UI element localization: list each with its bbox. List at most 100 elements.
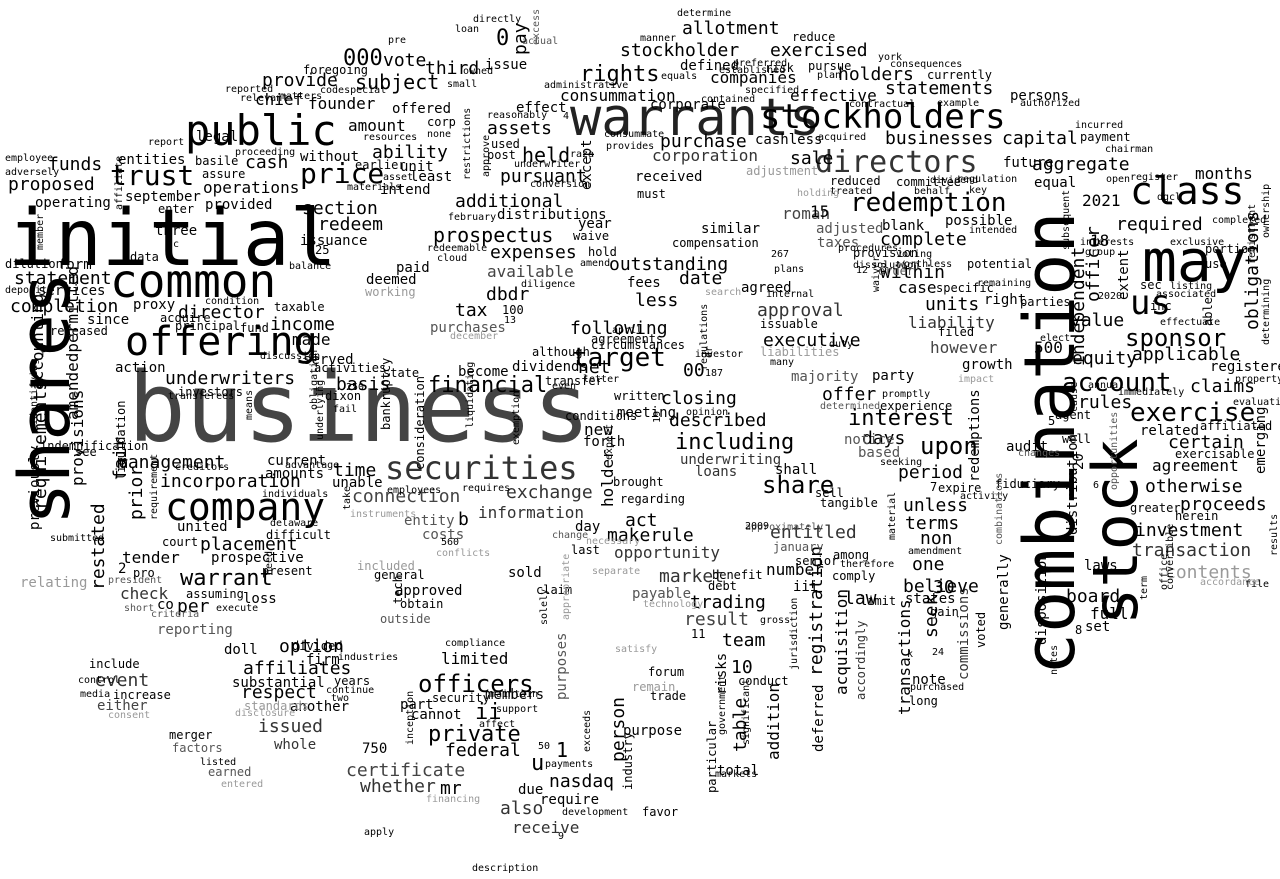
word-section: section [302,198,378,219]
word-defined: defined [680,58,740,74]
word-19: 19 [652,410,663,423]
word-team: team [722,630,766,651]
word-received: received [635,169,703,185]
word-brought: brought [613,475,664,489]
word-pro: pro [133,566,155,580]
word-industries: industries [338,652,399,663]
word-investor: investor [695,349,744,360]
word-february: february [448,212,497,223]
word-hold: hold [588,245,617,259]
word-required: required [1116,214,1203,235]
word-one: one [912,554,945,575]
word-merger: merger [169,728,213,742]
word-see: see [75,445,97,459]
word-balance: balance [289,261,332,272]
word-sell: sell [815,486,844,500]
word-terms: terms [905,513,960,534]
word-compensation: compensation [672,236,759,250]
word-pursuant: pursuant [500,166,587,187]
word-laws: laws [1084,558,1118,574]
word-years: years [334,674,371,688]
word-post: post [487,148,516,162]
word-taxable: taxable [274,300,325,314]
word-addition: addition [764,682,783,760]
word-discussion: discussion [260,351,321,362]
word-registered: registered [1210,359,1280,375]
word-loss: loss [243,591,277,607]
word-assets: assets [487,118,553,139]
word-earlier: earlier [355,158,406,172]
word-require: require [540,792,600,808]
word-redeem: redeem [318,214,384,235]
word-value: value [1070,310,1125,331]
word-divided: divided [292,639,343,653]
word-sold: sold [508,565,542,581]
word-exclusive: exclusive [1170,237,1225,248]
word-activity: activity [960,491,1009,502]
word-purposes: purposes [554,632,570,700]
word-appropriate: appropriate [561,553,572,620]
word-least: least [410,169,453,185]
word-notes: notes [1049,644,1060,675]
word-trading: trading [690,592,766,613]
word-warrant: warrant [180,566,273,591]
word-take: take [342,485,353,510]
word-provides: provides [606,141,655,152]
word-last: last [571,543,600,557]
word-prospective: prospective [211,550,304,566]
word-example: example [937,98,980,109]
word-favor: favor [642,805,679,819]
word-similar: similar [701,221,761,237]
word-transaction: transaction [1132,540,1252,561]
word-september: september [125,189,201,205]
word-none: none [427,129,452,140]
word-basile: basile [195,154,239,168]
word-companies: companies [710,68,797,87]
word-basis: basis [336,374,391,395]
word-underwriter: underwriter [514,159,581,170]
word-adjusted: adjusted [816,221,884,237]
word-reduced: reduced [830,174,881,188]
word-april: april [612,325,643,336]
word-funds: funds [48,154,103,175]
word-makerule: makerule [607,525,694,546]
word-otherwise: otherwise [1145,476,1243,497]
word-proceeding: proceeding [235,147,296,158]
word-combinations: combinations [994,472,1005,545]
word-10: 10 [731,657,753,678]
word-purchased: purchased [910,682,965,693]
word-subject: subject [355,70,440,94]
word-iii: iii [793,579,819,595]
word-related: related [1140,423,1200,439]
word-many: many [770,357,795,368]
word-subsequent: subsequent [1061,189,1072,250]
word-company: company [165,485,326,529]
word-limit: limit [860,594,897,608]
word-cannot: cannot [411,707,462,723]
word-duty: duty [829,339,854,350]
word-security: security [432,691,490,705]
word-deemed: deemed [366,272,417,288]
word-able: able [1201,297,1215,326]
word-apply: apply [364,827,395,838]
word-3: 3 [880,261,888,275]
word-payable: payable [632,586,692,602]
word-general: general [374,568,425,582]
word-support: support [496,704,539,715]
word-certificate: certificate [346,760,466,781]
word-contained: contained [701,94,756,105]
word-11: 11 [691,627,706,641]
word-prospectus: prospectus [433,223,554,247]
word-forum: forum [648,665,685,679]
word-days: days [862,428,906,449]
word-00: 00 [683,360,705,381]
word-due: due [518,782,544,798]
word-tender: tender [122,548,180,567]
word-requires: requires [462,483,511,494]
word-preferred: preferred [733,58,788,69]
word-approximately: approximately [745,522,824,533]
word-voted: voted [974,611,988,648]
word-sponsor: sponsor [1125,324,1227,352]
word-possible: possible [945,213,1013,229]
word-entities: entities [118,152,186,168]
